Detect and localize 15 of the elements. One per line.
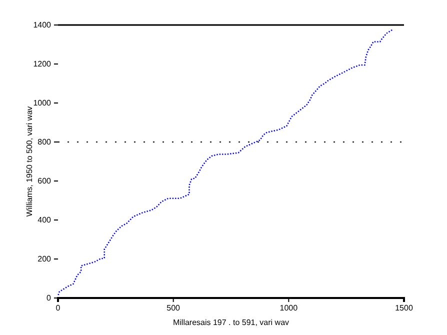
- y-tick-label: 0: [46, 294, 52, 303]
- y-tick-label: 1400: [33, 20, 52, 30]
- y-tick-label: 800: [38, 138, 52, 147]
- y-axis-title: Williams, 1950 to 500, vari wav: [25, 106, 34, 217]
- x-tick-label: 500: [166, 304, 181, 313]
- y-tick-label: 1000: [33, 98, 52, 108]
- x-tick-label: 0: [56, 304, 61, 313]
- y-tick-label: 200: [38, 254, 52, 264]
- line-series: [58, 28, 394, 296]
- x-tick-label: 1000: [280, 304, 298, 313]
- y-tick-label: 1200: [33, 60, 52, 69]
- y-tick-label: 400: [38, 216, 52, 225]
- y-tick-label: 600: [38, 176, 52, 186]
- x-tick-label: 1500: [395, 304, 414, 313]
- x-axis-title: Millaresais 197 . to 591, vari wav: [172, 318, 290, 327]
